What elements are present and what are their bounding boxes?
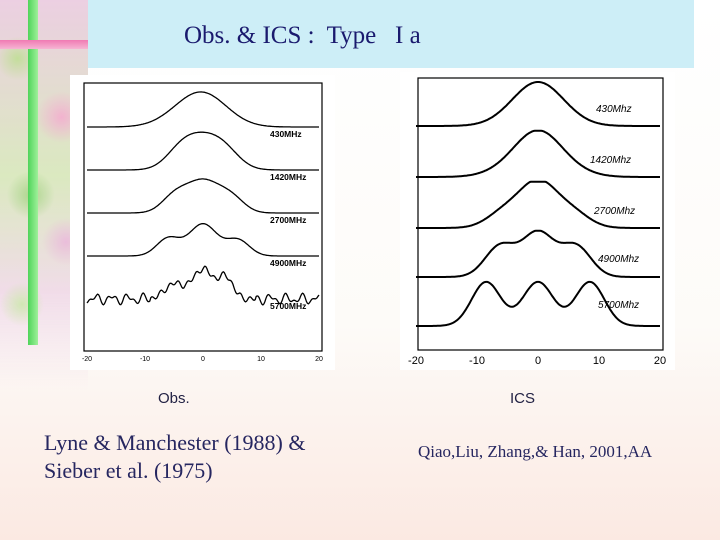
obs-freq-label: 4900MHz <box>270 258 306 268</box>
ics-profile-curve <box>416 81 660 127</box>
ics-plot-border <box>417 77 664 351</box>
obs-profile-curve <box>87 178 319 214</box>
decorative-pink-bar <box>0 40 88 49</box>
ics-curves <box>416 81 660 327</box>
obs-profile-plot: 430MHz 1420MHz 2700MHz 4900MHz 5700MHz -… <box>70 75 335 370</box>
obs-plot-border <box>83 82 323 352</box>
ics-x-tick: -10 <box>469 355 485 367</box>
ics-caption: ICS <box>510 390 536 407</box>
ics-x-tick: -20 <box>408 355 424 367</box>
obs-frequency-labels: 430MHz 1420MHz 2700MHz 4900MHz 5700MHz <box>270 129 306 311</box>
ics-profile-plot: 430Mhz 1420Mhz 2700Mhz 4900Mhz 5700Mhz -… <box>400 72 675 370</box>
slide-title: Obs. & ICS : Type I a <box>184 22 421 49</box>
obs-profile-curve <box>87 131 319 171</box>
ics-frequency-labels: 430Mhz 1420Mhz 2700Mhz 4900Mhz 5700Mhz <box>590 104 639 311</box>
ics-profile-curve <box>416 129 660 178</box>
obs-profile-curve <box>87 222 319 257</box>
ics-profile-curve <box>416 229 660 278</box>
obs-caption: Obs. <box>158 390 190 407</box>
ics-freq-label: 5700Mhz <box>598 300 639 311</box>
obs-reference-line2: Sieber et al. (1975) <box>44 458 213 483</box>
ics-x-ticks: -20 -10 0 10 20 <box>408 355 666 367</box>
decorative-green-bar <box>28 0 38 345</box>
obs-x-tick: 0 <box>201 356 205 363</box>
ics-profile-curve <box>416 280 660 327</box>
ics-freq-label: 2700Mhz <box>593 206 635 217</box>
obs-freq-label: 1420MHz <box>270 172 306 182</box>
obs-x-ticks: -20 -10 0 10 20 <box>82 356 323 363</box>
ics-x-tick: 20 <box>654 355 666 367</box>
obs-x-tick: 10 <box>257 356 265 363</box>
obs-profile-svg: 430MHz 1420MHz 2700MHz 4900MHz 5700MHz -… <box>82 82 323 363</box>
obs-profile-curve <box>87 91 319 128</box>
title-band <box>88 0 694 68</box>
ics-freq-label: 4900Mhz <box>598 254 639 265</box>
ics-freq-label: 1420Mhz <box>590 155 631 166</box>
obs-profile-curve <box>86 265 320 306</box>
ics-x-tick: 10 <box>593 355 605 367</box>
obs-reference-line1: Lyne & Manchester (1988) & <box>44 430 306 455</box>
ics-x-tick: 0 <box>535 355 541 367</box>
obs-x-tick: 20 <box>315 356 323 363</box>
obs-curves <box>86 91 320 306</box>
obs-freq-label: 2700MHz <box>270 215 306 225</box>
obs-x-tick: -10 <box>140 356 150 363</box>
ics-profile-curve <box>416 180 660 229</box>
ics-reference: Qiao,Liu, Zhang,& Han, 2001,AA <box>418 442 653 461</box>
obs-freq-label: 430MHz <box>270 129 302 139</box>
ics-profile-svg: 430Mhz 1420Mhz 2700Mhz 4900Mhz 5700Mhz -… <box>408 77 666 367</box>
obs-freq-label: 5700MHz <box>270 301 306 311</box>
obs-x-tick: -20 <box>82 356 92 363</box>
ics-freq-label: 430Mhz <box>596 104 632 115</box>
